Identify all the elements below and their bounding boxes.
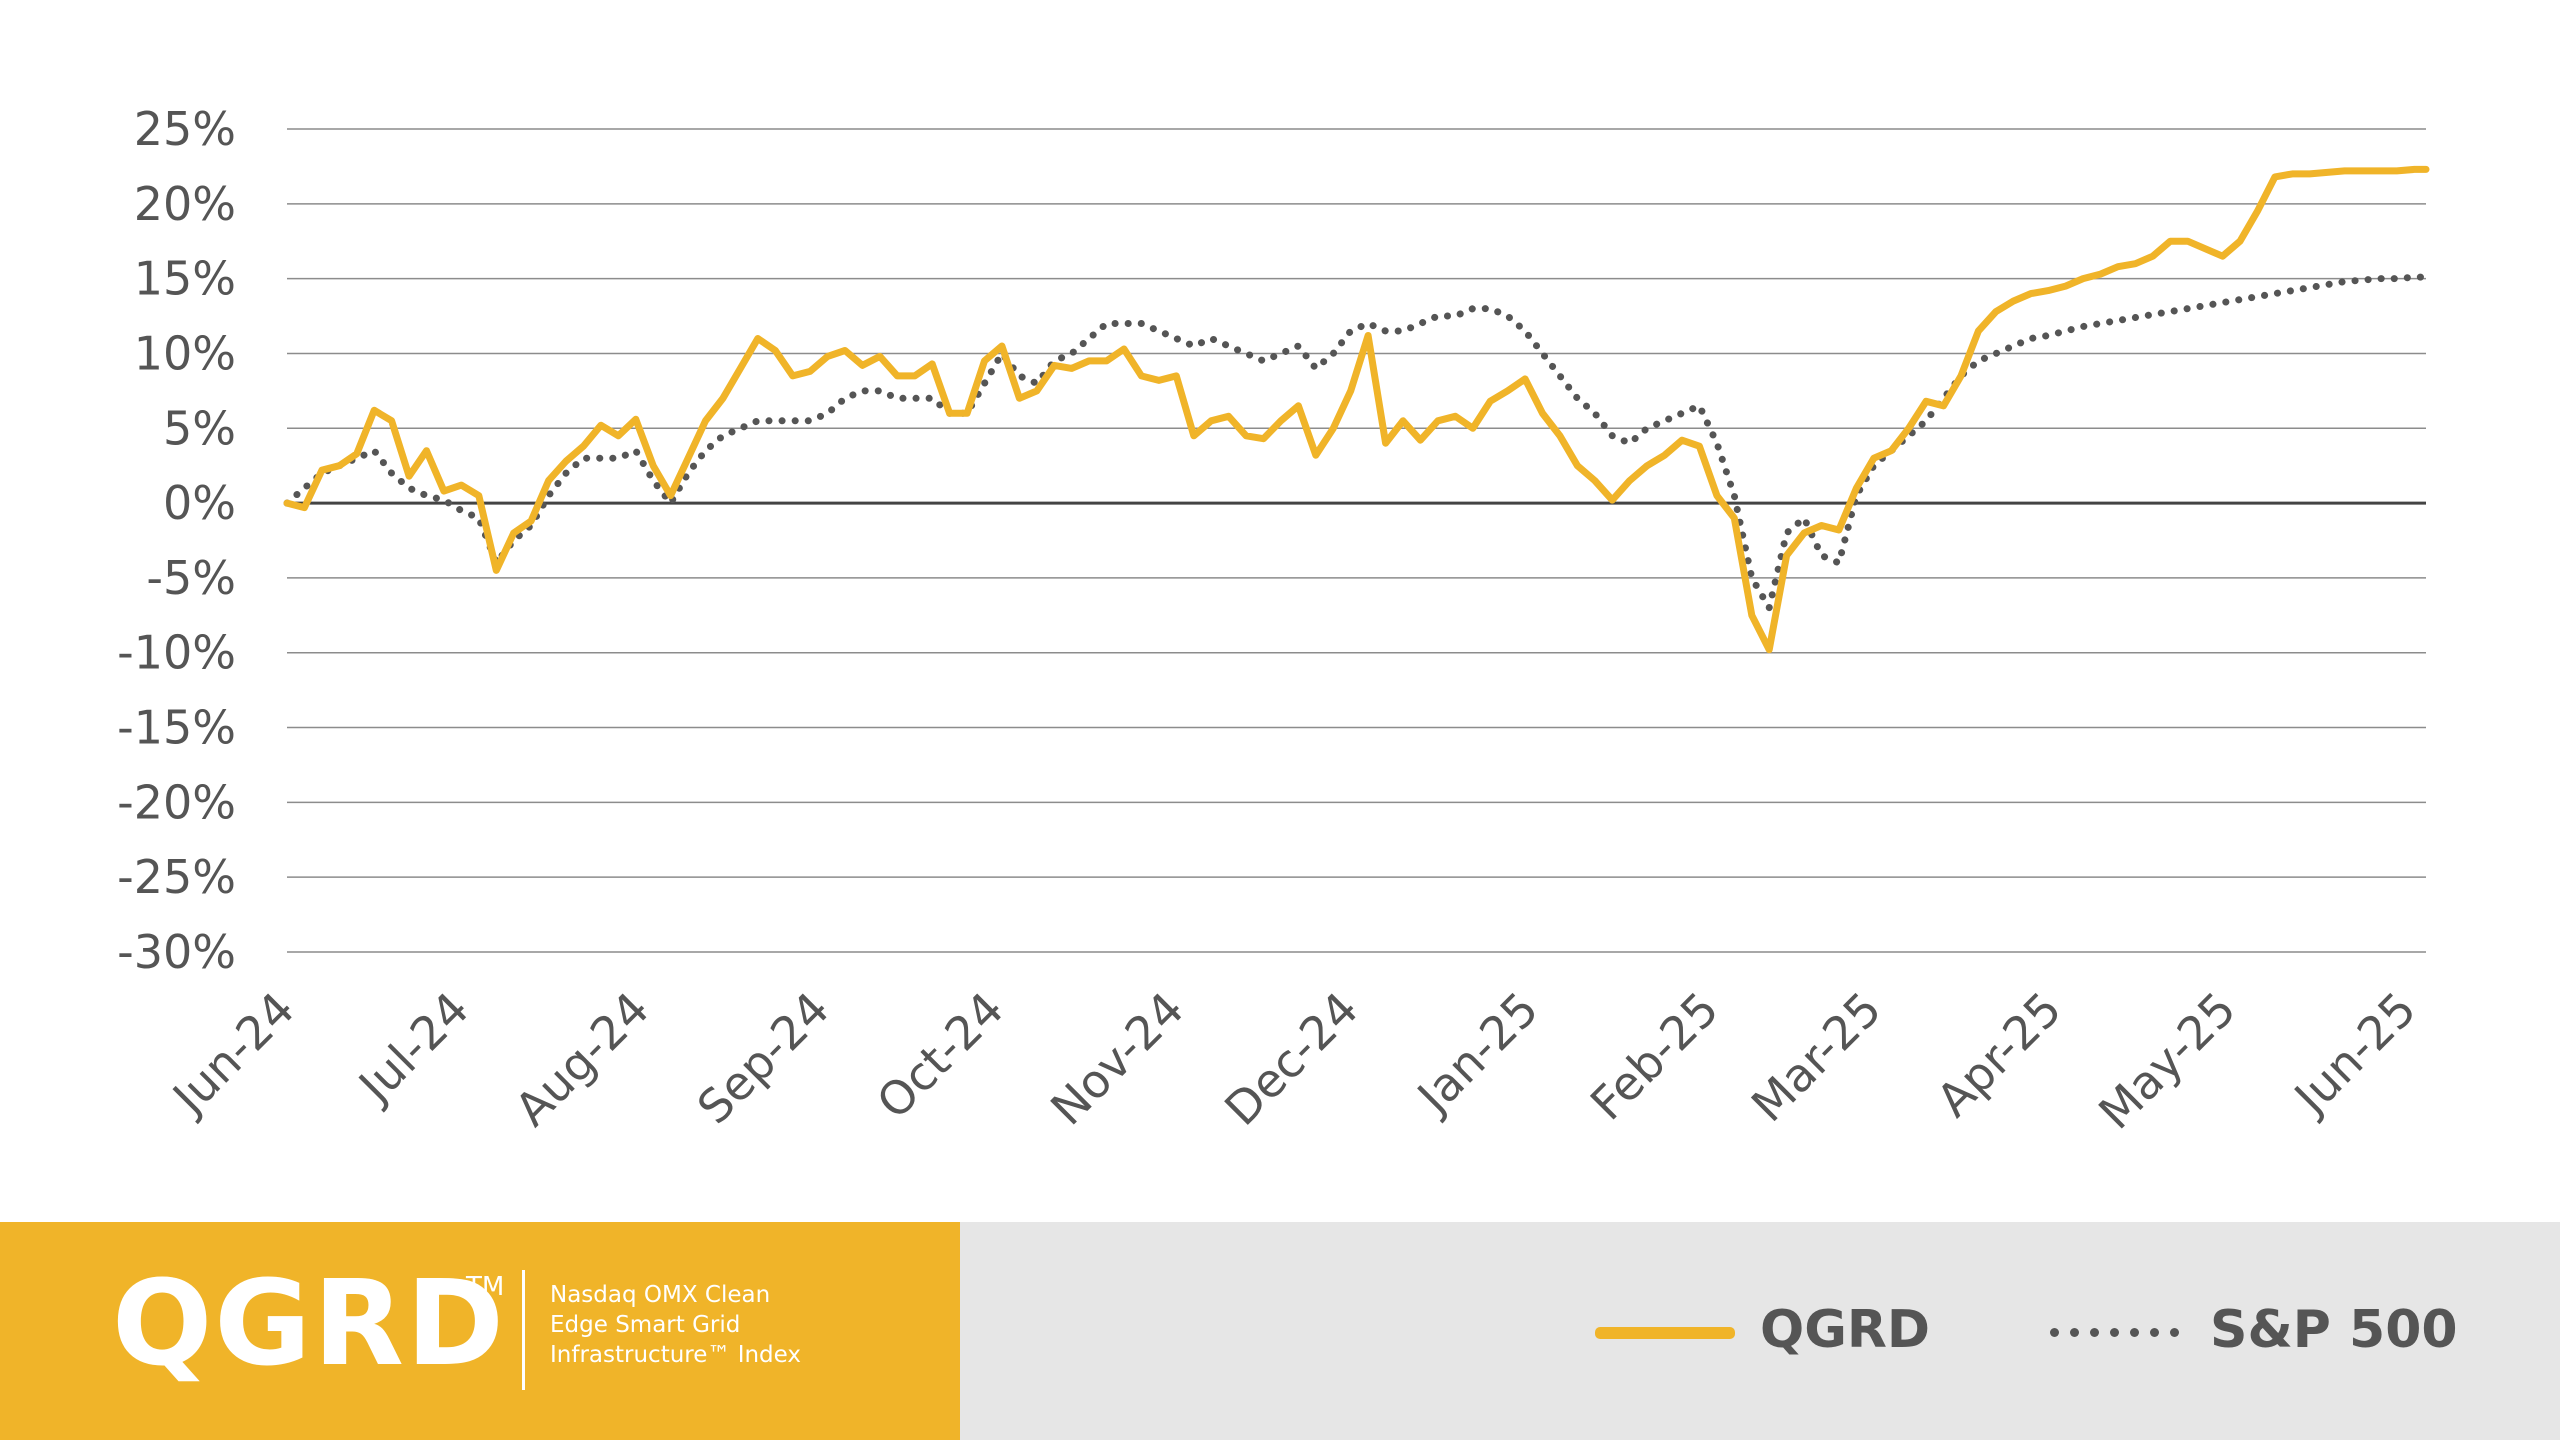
x-tick-label: Jul-24 [346, 982, 479, 1115]
y-tick-label: 20% [134, 177, 236, 231]
x-tick-label: Oct-24 [866, 982, 1014, 1130]
y-axis-tick-labels: 25% 20% 15% 10% 5% 0% -5% -10% -15% -20% -25% -30% [117, 102, 236, 979]
legend-dotted-line-swatch [2050, 1328, 2190, 1338]
x-tick-label: Jun-24 [161, 982, 305, 1126]
brand-description-line: Edge Smart Grid [550, 1312, 741, 1338]
brand-description-line: Infrastructure™ Index [550, 1342, 802, 1368]
brand-description: Nasdaq OMX Clean Edge Smart Grid Infrast… [550, 1280, 950, 1370]
legend-dot [2170, 1328, 2179, 1337]
series-line-qgrd [283, 165, 2430, 654]
brand-trademark: TM [466, 1272, 505, 1302]
brand-description-line: Nasdaq OMX Clean [550, 1282, 771, 1308]
brand-ticker: QGRD [112, 1254, 506, 1392]
y-tick-label: 5% [163, 401, 236, 455]
brand-panel: QGRD TM Nasdaq OMX Clean Edge Smart Grid… [0, 1222, 960, 1440]
y-tick-label: -20% [117, 775, 236, 829]
legend-label-sp500: S&P 500 [2210, 1300, 2458, 1360]
x-tick-label: Feb-25 [1580, 982, 1729, 1131]
footer-bar: QGRD TM Nasdaq OMX Clean Edge Smart Grid… [0, 1222, 2560, 1440]
y-tick-label: 25% [134, 102, 236, 156]
gridlines [287, 128, 2426, 953]
legend-item-sp500: S&P 500 [2050, 1290, 2510, 1370]
y-tick-label: 0% [163, 476, 236, 530]
y-tick-label: 10% [134, 326, 236, 380]
series-lines [283, 165, 2430, 654]
legend-panel: QGRD S&P 500 [960, 1222, 2560, 1440]
x-tick-label: Apr-25 [1926, 982, 2072, 1128]
legend-dot [2130, 1328, 2139, 1337]
legend-dot [2090, 1328, 2099, 1337]
y-tick-label: -25% [117, 850, 236, 904]
chart-area: 25% 20% 15% 10% 5% 0% -5% -10% -15% -20% -25% -30% … [117, 102, 2430, 1140]
x-axis-tick-labels: Jun-24 Jul-24 Aug-24 Sep-24 Oct-24 Nov-24 Dec-… [161, 982, 2427, 1140]
y-tick-label: -15% [117, 701, 236, 755]
legend-dot [2070, 1328, 2079, 1337]
x-tick-label: Sep-24 [687, 982, 840, 1135]
y-tick-label: -5% [146, 551, 236, 605]
legend-item-qgrd: QGRD [1595, 1290, 2015, 1370]
x-tick-label: Jan-25 [1405, 982, 1549, 1126]
y-tick-label: -10% [117, 626, 236, 680]
legend-dot [2150, 1328, 2159, 1337]
legend-solid-line-swatch [1595, 1327, 1735, 1339]
x-tick-label: Aug-24 [505, 982, 660, 1137]
y-tick-label: 15% [134, 252, 236, 306]
brand-divider [522, 1270, 525, 1390]
legend-label-qgrd: QGRD [1760, 1300, 1931, 1360]
x-tick-label: Jun-25 [2282, 982, 2426, 1126]
series-line-sp500 [283, 273, 2430, 612]
y-tick-label: -30% [117, 925, 236, 979]
x-tick-label: Nov-24 [1040, 982, 1194, 1136]
x-tick-label: Mar-25 [1741, 982, 1892, 1133]
x-tick-label: May-25 [2088, 982, 2246, 1140]
legend-dot [2110, 1328, 2119, 1337]
x-tick-label: Dec-24 [1214, 982, 1368, 1136]
line-chart: 25%20%15%10%5%0%-5%-10%-15%-20%-25%-30% … [117, 102, 2430, 1140]
legend-dot [2050, 1328, 2059, 1337]
